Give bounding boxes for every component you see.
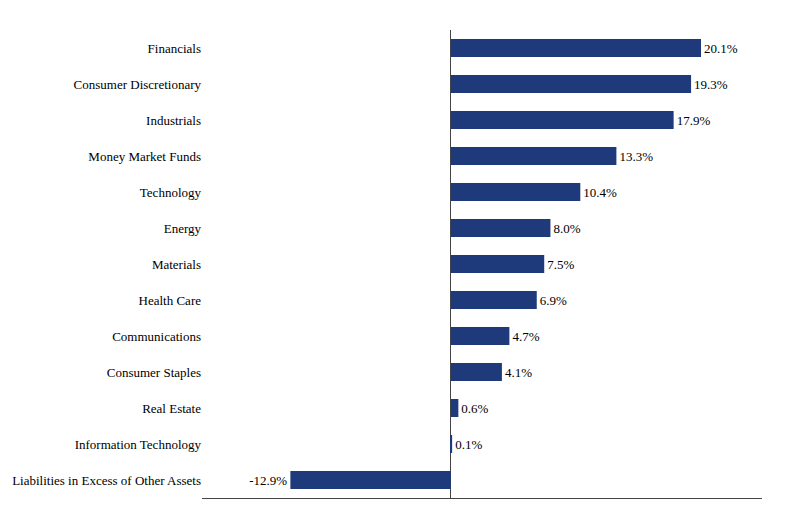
svg-text:Liabilities in Excess of Other: Liabilities in Excess of Other Assets (12, 473, 201, 488)
svg-text:10.4%: 10.4% (583, 185, 617, 200)
svg-text:Technology: Technology (140, 185, 202, 200)
svg-text:13.3%: 13.3% (619, 149, 653, 164)
svg-text:Money Market Funds: Money Market Funds (88, 149, 201, 164)
svg-text:Information Technology: Information Technology (75, 437, 202, 452)
svg-text:Real Estate: Real Estate (142, 401, 201, 416)
svg-text:17.9%: 17.9% (677, 113, 711, 128)
svg-text:Financials: Financials (148, 41, 201, 56)
svg-text:7.5%: 7.5% (547, 257, 574, 272)
svg-text:Health Care: Health Care (139, 293, 202, 308)
svg-text:Consumer Staples: Consumer Staples (107, 365, 201, 380)
svg-text:4.7%: 4.7% (512, 329, 539, 344)
svg-text:Materials: Materials (152, 257, 201, 272)
svg-text:Industrials: Industrials (146, 113, 201, 128)
svg-text:20.1%: 20.1% (704, 41, 738, 56)
svg-text:0.6%: 0.6% (461, 401, 488, 416)
svg-text:8.0%: 8.0% (553, 221, 580, 236)
svg-text:6.9%: 6.9% (540, 293, 567, 308)
svg-text:0.1%: 0.1% (455, 437, 482, 452)
svg-text:Communications: Communications (112, 329, 201, 344)
svg-text:Consumer Discretionary: Consumer Discretionary (74, 77, 202, 92)
svg-text:Energy: Energy (164, 221, 202, 236)
svg-text:19.3%: 19.3% (694, 77, 728, 92)
svg-text:-12.9%: -12.9% (249, 473, 287, 488)
svg-text:4.1%: 4.1% (505, 365, 532, 380)
